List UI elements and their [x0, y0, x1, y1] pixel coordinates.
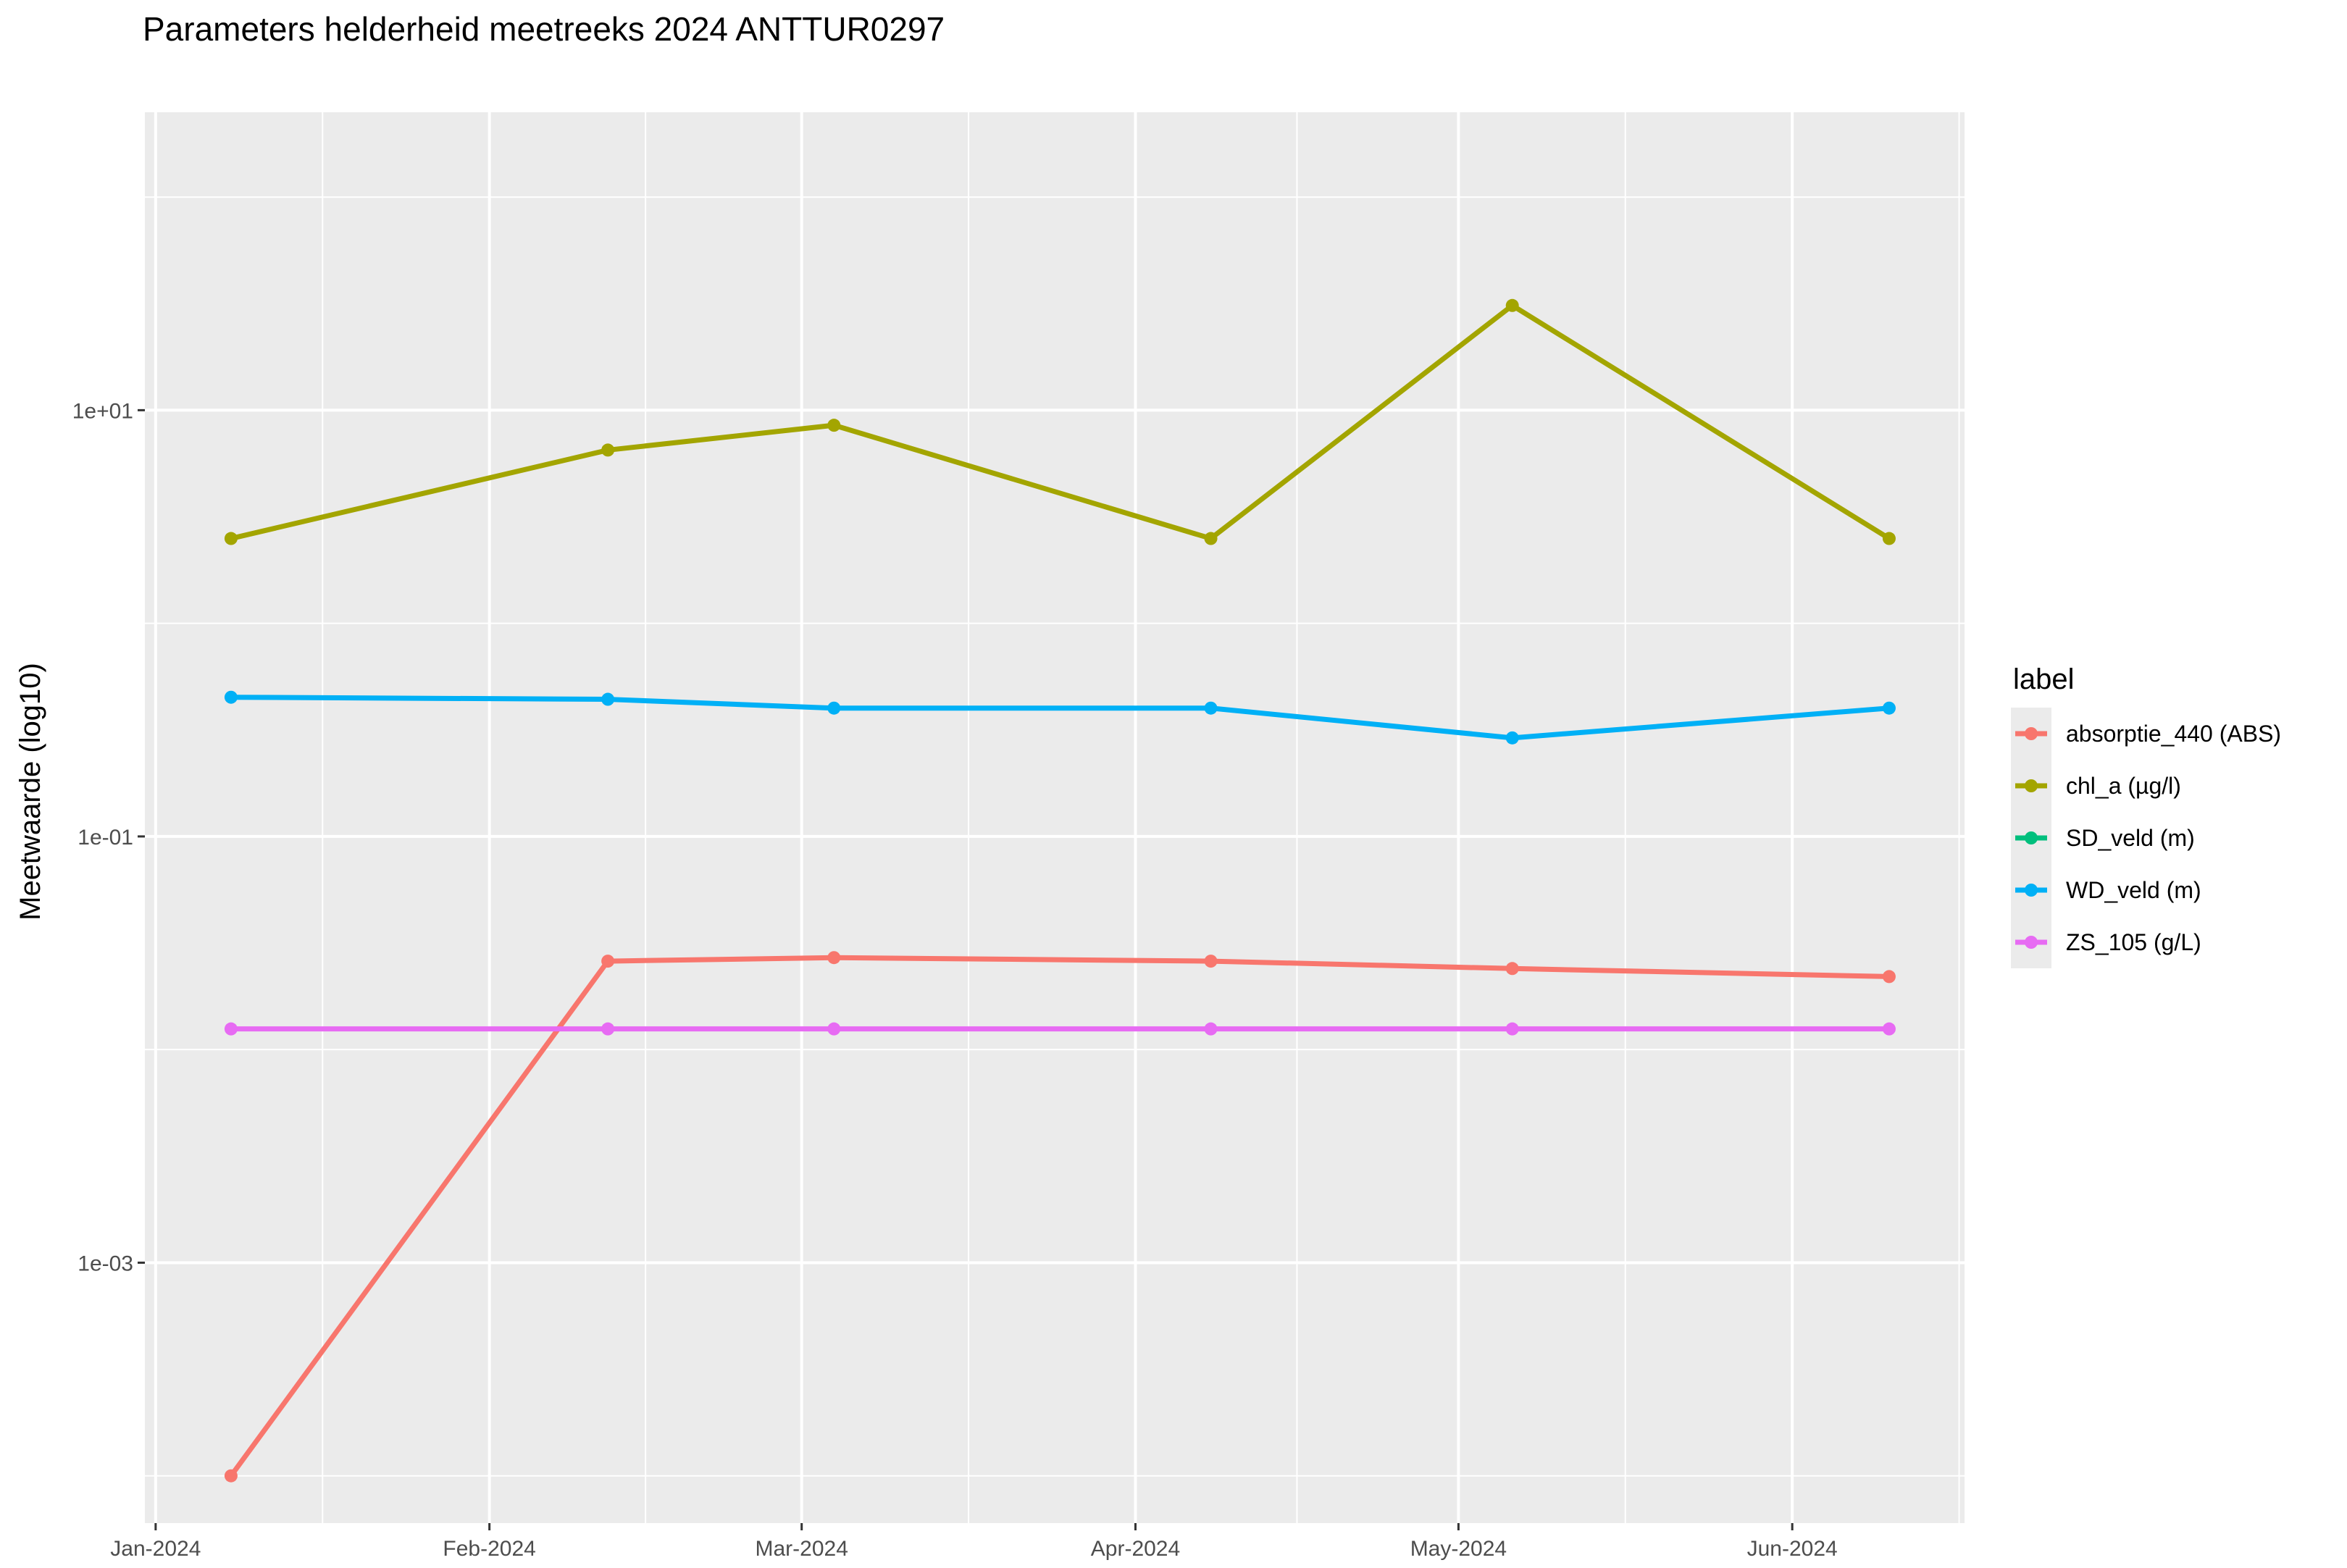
legend-key-point — [2025, 831, 2038, 844]
series-line — [230, 303, 1891, 542]
data-point — [1505, 731, 1519, 745]
series-0 — [224, 951, 1896, 1483]
data-point — [827, 701, 841, 715]
x-tick-label: Mar-2024 — [755, 1537, 848, 1561]
series-line — [230, 695, 1890, 741]
legend-item: WD_veld (m) — [2015, 877, 2201, 903]
legend-item: absorptie_440 (ABS) — [2015, 721, 2281, 747]
series-line — [229, 955, 1890, 1477]
data-point — [224, 1022, 238, 1036]
series-1 — [224, 298, 1896, 545]
data-point — [1882, 532, 1896, 545]
data-point — [601, 692, 615, 706]
data-point — [601, 955, 615, 968]
data-point — [1204, 532, 1218, 545]
x-tick-label: Jan-2024 — [110, 1537, 201, 1561]
x-tick-label: Feb-2024 — [443, 1537, 535, 1561]
series-4 — [224, 1022, 1896, 1036]
data-point — [1505, 962, 1519, 976]
legend-label: chl_a (µg/l) — [2066, 773, 2181, 799]
series-3 — [224, 690, 1896, 745]
y-axis-label: Meetwaarde (log10) — [14, 663, 46, 921]
data-point — [1505, 298, 1519, 312]
data-point — [1882, 1022, 1896, 1036]
legend-item: ZS_105 (g/L) — [2015, 929, 2201, 955]
data-point — [827, 951, 841, 965]
x-tick-label: Apr-2024 — [1091, 1537, 1180, 1561]
plot-panel — [145, 112, 1965, 1523]
y-tick-label: 1e-03 — [78, 1252, 133, 1275]
legend-key-point — [2025, 727, 2038, 740]
y-tick-label: 1e-01 — [78, 826, 133, 850]
legend-label: absorptie_440 (ABS) — [2066, 721, 2281, 747]
legend-item: SD_veld (m) — [2015, 825, 2195, 851]
chart-title: Parameters helderheid meetreeks 2024 ANT… — [143, 10, 945, 48]
data-point — [827, 419, 841, 432]
data-point — [827, 1022, 841, 1036]
legend-key-point — [2025, 779, 2038, 792]
x-tick-label: May-2024 — [1410, 1537, 1507, 1561]
data-point — [601, 443, 615, 457]
legend-label: ZS_105 (g/L) — [2066, 929, 2201, 955]
data-point — [224, 1469, 238, 1483]
legend-label: SD_veld (m) — [2066, 825, 2195, 851]
legend-label: WD_veld (m) — [2066, 877, 2201, 903]
legend-key-point — [2025, 936, 2038, 949]
series-layer — [224, 298, 1896, 1483]
data-point — [224, 690, 238, 704]
data-point — [224, 532, 238, 545]
legend-key-point — [2025, 884, 2038, 897]
legend: label absorptie_440 (ABS) chl_a (µg/l) SD_… — [2011, 663, 2281, 968]
data-point — [1882, 970, 1896, 984]
x-tick-label: Jun-2024 — [1747, 1537, 1838, 1561]
legend-item: chl_a (µg/l) — [2015, 773, 2181, 799]
data-point — [1204, 701, 1218, 715]
data-point — [1204, 1022, 1218, 1036]
data-point — [601, 1022, 615, 1036]
legend-title: label — [2013, 663, 2075, 695]
axis-layer: Jan-2024 Feb-2024 Mar-2024 Apr-2024 May-2024… — [72, 399, 1838, 1561]
y-tick-label: 1e+01 — [72, 399, 133, 423]
grid-layer — [145, 112, 1965, 1523]
data-point — [1882, 701, 1896, 715]
data-point — [1505, 1022, 1519, 1036]
data-point — [1204, 955, 1218, 968]
